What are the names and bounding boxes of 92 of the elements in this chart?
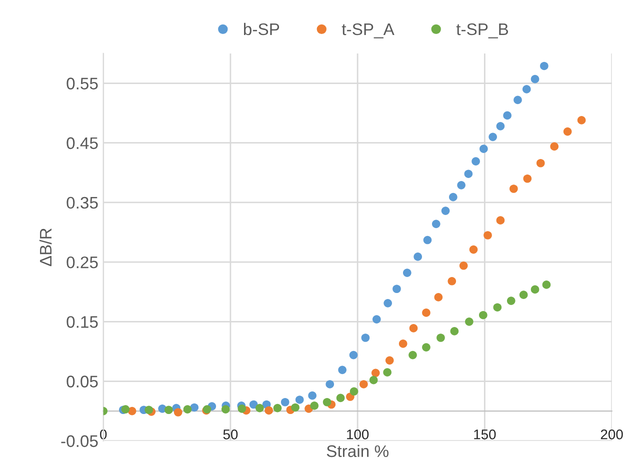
point	[291, 403, 300, 412]
point	[432, 220, 440, 228]
point	[398, 340, 408, 348]
point	[190, 403, 199, 412]
point	[326, 380, 334, 388]
point	[448, 276, 456, 286]
point	[542, 280, 551, 289]
point	[459, 261, 468, 270]
point	[523, 174, 532, 183]
point	[530, 74, 540, 84]
y-axis-title: ΔB/R	[39, 228, 52, 266]
point	[164, 406, 173, 414]
point	[514, 96, 522, 104]
point	[221, 405, 230, 414]
point	[472, 157, 480, 166]
point	[496, 216, 505, 225]
point	[174, 408, 182, 416]
point	[385, 356, 394, 365]
point	[384, 299, 392, 308]
point	[469, 245, 478, 254]
point	[506, 296, 516, 305]
point	[536, 158, 545, 168]
point	[349, 350, 358, 360]
y-tick-label: 0.55	[66, 78, 98, 90]
point	[144, 406, 154, 414]
point	[422, 343, 430, 352]
point	[360, 380, 368, 388]
point	[183, 405, 192, 414]
point	[256, 404, 264, 412]
point	[449, 192, 458, 202]
point	[121, 405, 130, 414]
point	[409, 324, 418, 332]
point	[408, 350, 417, 360]
x-tick-label: 50	[223, 429, 238, 440]
legend-label: t-SP_A	[342, 23, 394, 38]
point	[479, 310, 488, 320]
y-tick-label: 0.35	[66, 196, 98, 209]
point	[383, 368, 392, 376]
point	[414, 252, 422, 261]
point	[273, 404, 282, 412]
point	[402, 268, 412, 277]
point	[465, 317, 474, 326]
point	[280, 398, 290, 406]
point	[371, 368, 380, 378]
point	[238, 404, 246, 413]
point	[310, 402, 319, 410]
point	[249, 400, 258, 409]
point	[322, 398, 332, 406]
point	[422, 308, 430, 317]
point	[361, 334, 370, 342]
point	[308, 391, 316, 400]
y-tick-label: 0.45	[66, 137, 98, 150]
point	[423, 236, 432, 244]
point	[464, 170, 473, 178]
x-axis-title: Strain %	[326, 444, 388, 458]
point	[519, 290, 528, 300]
x-tick-label: 150	[474, 429, 496, 440]
x-tick-label: 0	[100, 429, 107, 440]
point	[457, 181, 466, 190]
point	[450, 327, 459, 336]
y-tick-label: 0.05	[66, 376, 98, 388]
point	[510, 184, 518, 193]
point	[484, 231, 492, 240]
point	[350, 387, 358, 396]
point	[577, 116, 586, 124]
point	[480, 144, 488, 153]
point	[295, 396, 304, 404]
point	[496, 122, 505, 130]
point	[441, 206, 450, 215]
point	[369, 376, 378, 384]
point	[503, 111, 512, 120]
y-tick-label: -0.05	[61, 435, 98, 448]
point	[550, 142, 559, 151]
point	[563, 127, 572, 136]
point	[493, 303, 502, 312]
point	[540, 62, 548, 70]
point	[436, 334, 445, 342]
point	[392, 284, 401, 294]
point	[338, 366, 346, 374]
point	[336, 394, 345, 402]
point	[264, 406, 274, 415]
y-tick-label: 0.25	[66, 256, 98, 268]
legend-label: t-SP_B	[456, 23, 508, 38]
x-tick-label: 100	[347, 429, 369, 440]
y-tick-label: 0.15	[66, 316, 98, 328]
point	[530, 285, 540, 294]
point	[372, 315, 381, 324]
point	[522, 85, 531, 94]
point	[434, 293, 443, 302]
legend-label: b-SP	[244, 22, 280, 36]
x-tick-label: 200	[600, 429, 623, 440]
point	[488, 132, 497, 142]
